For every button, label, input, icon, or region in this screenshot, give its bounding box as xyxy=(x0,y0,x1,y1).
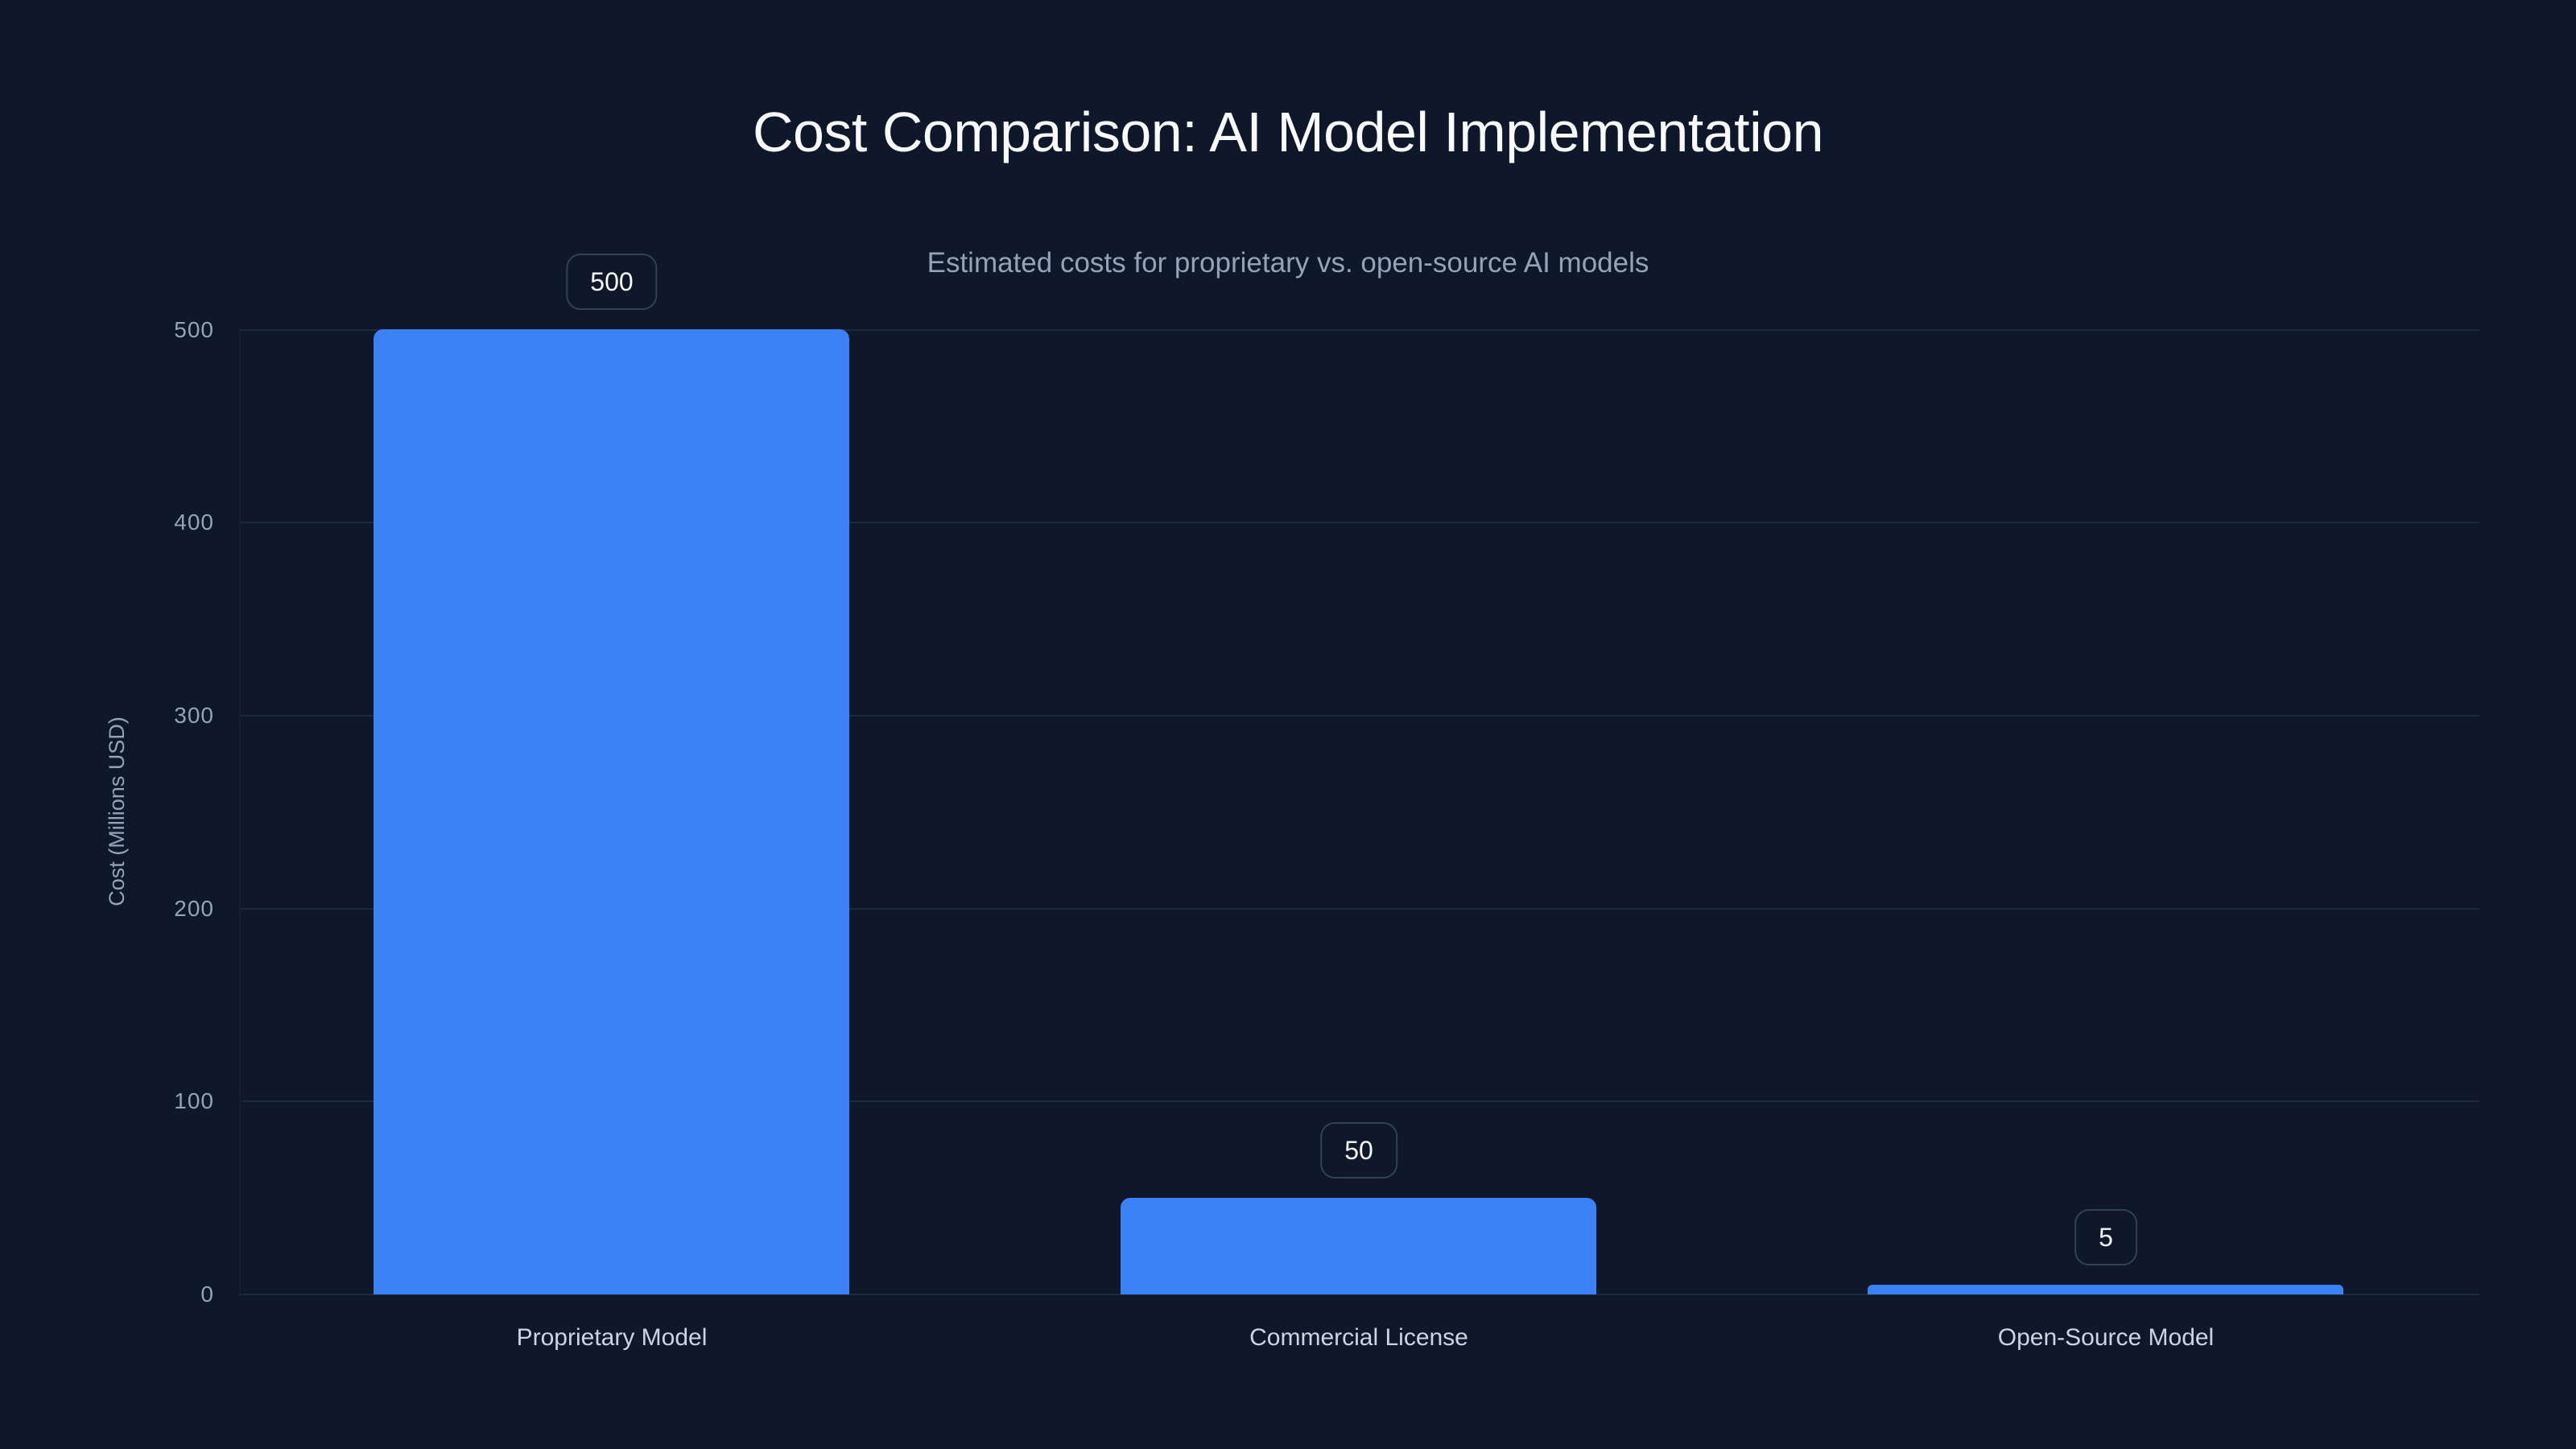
y-tick-label: 200 xyxy=(174,896,214,921)
x-category-label: Open-Source Model xyxy=(1997,1324,2215,1351)
value-label-open-source-model: 5 xyxy=(2074,1209,2137,1265)
y-tick-label: 0 xyxy=(200,1282,214,1307)
y-tick-label: 300 xyxy=(174,703,214,728)
y-axis-line xyxy=(239,330,241,1294)
x-axis-baseline xyxy=(239,1294,2479,1295)
value-label-proprietary-model: 500 xyxy=(566,254,658,310)
gridline-200 xyxy=(239,908,2479,910)
x-category-label: Proprietary Model xyxy=(516,1324,708,1351)
y-tick-label: 400 xyxy=(174,510,214,535)
y-tick-label: 500 xyxy=(174,317,214,342)
y-axis-title: Cost (Millions USD) xyxy=(105,716,129,906)
y-tick-label: 100 xyxy=(174,1088,214,1113)
gridline-400 xyxy=(239,522,2479,523)
gridline-300 xyxy=(239,715,2479,716)
gridline-500 xyxy=(239,329,2479,331)
chart-title: Cost Comparison: AI Model Implementation xyxy=(752,101,1824,163)
chart-subtitle: Estimated costs for proprietary vs. open… xyxy=(927,247,1649,279)
x-category-label: Commercial License xyxy=(1249,1324,1468,1351)
bar-proprietary-model[interactable] xyxy=(374,329,849,1294)
bar-open-source-model[interactable] xyxy=(1868,1285,2343,1294)
gridline-100 xyxy=(239,1100,2479,1102)
value-label-commercial-license: 50 xyxy=(1320,1122,1397,1179)
bar-commercial-license[interactable] xyxy=(1121,1198,1596,1294)
